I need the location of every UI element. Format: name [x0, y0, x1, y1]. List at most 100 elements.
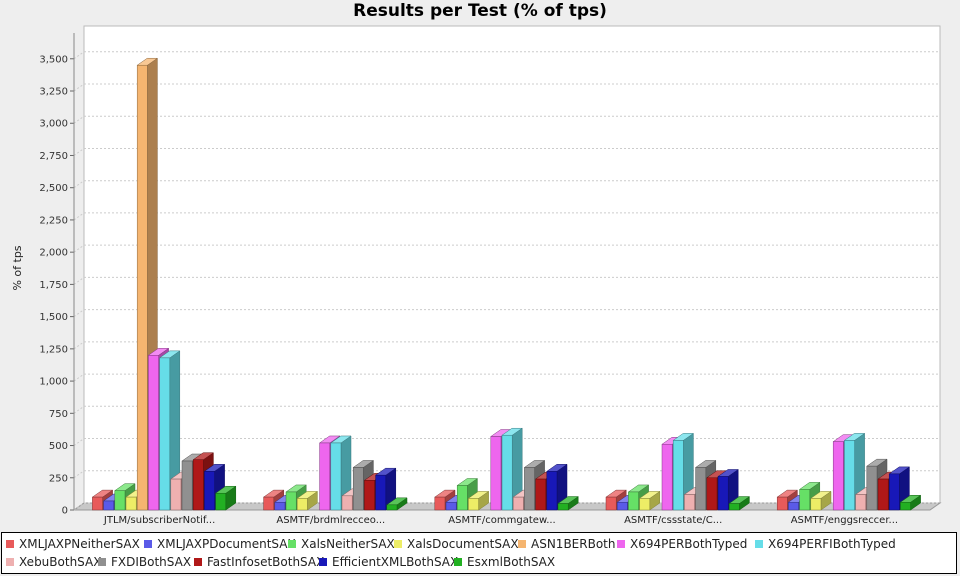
- legend-label: XMLJAXPDocumentSAX: [157, 537, 296, 551]
- bar-front: [181, 460, 193, 511]
- gridline-side: [73, 438, 85, 446]
- bar-front: [535, 478, 547, 511]
- bar-front: [512, 496, 524, 511]
- x-tick-label: ASMTF/cssstate/C...: [624, 515, 722, 526]
- y-tick-label: 0: [62, 506, 68, 517]
- bar-front: [799, 489, 811, 511]
- bar-EsxmlBothSAX-3: [728, 496, 751, 511]
- y-tick-label: 1,750: [39, 280, 68, 291]
- bar-front: [148, 355, 159, 511]
- legend-item: XMLJAXPDocumentSAX: [144, 536, 296, 553]
- gridline-side: [73, 341, 85, 350]
- bar-front: [352, 467, 364, 511]
- bar-front: [159, 357, 171, 511]
- bar-front: [717, 476, 729, 511]
- bar-front: [557, 503, 569, 511]
- bar-front: [661, 444, 673, 511]
- gridline-side: [73, 51, 85, 60]
- bar-front: [490, 436, 502, 511]
- bar-front: [866, 465, 878, 511]
- legend-label: XebuBothSAX: [19, 555, 102, 569]
- y-tick-label: 3,500: [39, 54, 68, 65]
- legend-item: XebuBothSAX: [6, 554, 101, 571]
- legend-label: FXDIBothSAX: [111, 555, 192, 569]
- bar-EsxmlBothSAX-4: [899, 494, 922, 511]
- gridline-side: [73, 373, 85, 382]
- gridline-side: [73, 309, 85, 318]
- bar-front: [136, 64, 148, 511]
- legend-item: EsxmlBothSAX: [454, 554, 555, 571]
- y-tick-label: 750: [49, 409, 68, 420]
- legend-swatch: [6, 540, 14, 548]
- bar-front: [341, 495, 353, 511]
- bar-front: [319, 442, 331, 511]
- legend-swatch: [319, 558, 327, 566]
- y-tick-label: 500: [49, 441, 68, 452]
- legend-label: ASN1BERBoth: [531, 537, 616, 551]
- bar-XalsDocumentSAX-3: [638, 490, 661, 511]
- legend-item: FastInfosetBothSAX: [194, 554, 324, 571]
- bar-front: [900, 502, 911, 511]
- bar-front: [445, 502, 457, 511]
- y-tick-label: 3,000: [39, 119, 68, 130]
- legend-swatch: [6, 558, 14, 566]
- bar-XalsDocumentSAX-2: [467, 490, 490, 511]
- bar-EsxmlBothSAX-0: [214, 485, 237, 511]
- chart-title: Results per Test (% of tps): [353, 1, 607, 21]
- bar-front: [501, 434, 513, 511]
- gridline-side: [73, 470, 85, 479]
- x-tick-label: ASMTF/enggsreccer...: [791, 515, 898, 526]
- legend-label: X694PERFIBothTyped: [768, 537, 896, 551]
- gridline-side: [73, 148, 85, 156]
- legend-item: X694PERFIBothTyped: [755, 536, 896, 553]
- legend-swatch: [98, 558, 106, 566]
- legend-label: FastInfosetBothSAX: [207, 555, 325, 569]
- bar-front: [375, 474, 387, 511]
- y-tick-label: 2,000: [39, 248, 68, 259]
- gridline-side: [73, 180, 85, 189]
- gridline-side: [73, 83, 85, 92]
- bar-EfficientXMLBothSAX-1: [374, 467, 397, 511]
- x-tick-label: ASMTF/brdmlrecceo...: [276, 515, 385, 526]
- bar-front: [832, 441, 844, 511]
- bar-front: [330, 442, 342, 511]
- bar-front: [192, 459, 204, 511]
- legend-item: XalsDocumentSAX: [394, 536, 519, 553]
- legend-swatch: [194, 558, 202, 566]
- bar-front: [628, 491, 639, 511]
- y-tick-label: 3,250: [39, 87, 68, 98]
- y-tick-label: 1,500: [39, 312, 68, 323]
- floor-edge: [73, 502, 85, 511]
- legend-label: XalsDocumentSAX: [407, 537, 519, 551]
- legend-swatch: [755, 540, 763, 548]
- bar-front: [616, 502, 628, 511]
- legend-swatch: [518, 540, 526, 548]
- bar-XalsDocumentSAX-1: [296, 490, 319, 511]
- bar-X694PERFIBothTyped-2: [501, 427, 523, 511]
- bar-front: [524, 467, 535, 511]
- legend-swatch: [394, 540, 402, 548]
- bar-X694PERFIBothTyped-0: [158, 350, 181, 511]
- bar-front: [706, 477, 718, 511]
- bar-front: [103, 500, 115, 511]
- legend-swatch: [454, 558, 462, 566]
- legend-swatch: [617, 540, 625, 548]
- bar-XalsDocumentSAX-4: [810, 490, 832, 511]
- legend-swatch: [288, 540, 296, 548]
- y-tick-label: 250: [49, 473, 68, 484]
- legend-item: EfficientXMLBothSAX: [319, 554, 458, 571]
- bar-front: [844, 440, 855, 511]
- y-tick-label: 2,250: [39, 215, 68, 226]
- bar-front: [810, 498, 822, 511]
- bar-front: [605, 496, 617, 511]
- gridline-side: [73, 244, 85, 253]
- bar-front: [546, 471, 558, 511]
- legend-label: EfficientXMLBothSAX: [332, 555, 459, 569]
- bar-front: [434, 496, 446, 511]
- bar-front: [695, 467, 707, 511]
- legend-item: X694PERBothTyped: [617, 536, 747, 553]
- legend-item: XMLJAXPNeitherSAX: [6, 536, 140, 553]
- bar-front: [263, 496, 275, 511]
- legend-label: X694PERBothTyped: [630, 537, 748, 551]
